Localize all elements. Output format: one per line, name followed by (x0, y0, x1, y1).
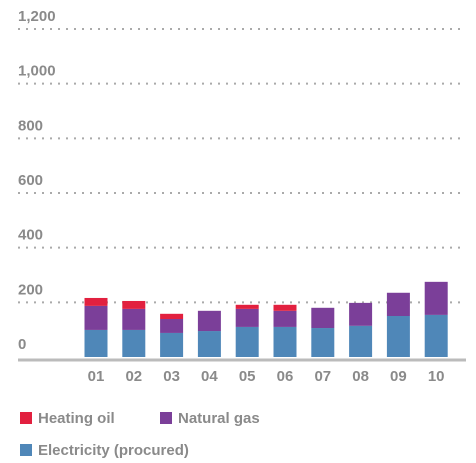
y-tick-label: 600 (18, 172, 43, 189)
x-tick-label: 09 (390, 368, 407, 385)
bar-segment (235, 304, 259, 309)
legend-label: Heating oil (38, 410, 115, 427)
bar-segment (197, 331, 221, 357)
y-tick-label: 0 (18, 336, 26, 353)
bar-segment (160, 313, 184, 320)
bar-segment (84, 305, 108, 330)
bar-segment (424, 281, 448, 315)
bar-segment (311, 328, 335, 357)
bar-segment (235, 326, 259, 357)
bar-segment (349, 302, 373, 326)
legend-swatch (160, 412, 172, 424)
bar-segment (273, 326, 297, 357)
bar-segment (122, 308, 146, 330)
x-tick-label: 03 (163, 368, 180, 385)
y-tick-label: 800 (18, 117, 43, 134)
y-tick-label: 1,200 (18, 8, 56, 25)
x-tick-label: 06 (277, 368, 294, 385)
bar-segment (122, 329, 146, 357)
bar-segment (386, 316, 410, 357)
bar-segment (84, 329, 108, 357)
bar-segment (160, 332, 184, 357)
bar-segment (273, 304, 297, 311)
x-tick-label: 01 (88, 368, 105, 385)
bar-segment (424, 314, 448, 357)
bar-segment (273, 310, 297, 327)
x-tick-label: 04 (201, 368, 218, 385)
bar-segment (84, 297, 108, 306)
legend-label: Natural gas (178, 410, 260, 427)
x-tick-label: 02 (125, 368, 142, 385)
x-tick-label: 07 (314, 368, 331, 385)
bar-segment (122, 300, 146, 309)
bar-segment (235, 308, 259, 327)
legend-swatch (20, 412, 32, 424)
bar-segment (311, 307, 335, 329)
bar-segment (386, 292, 410, 316)
x-tick-label: 08 (352, 368, 369, 385)
y-tick-label: 400 (18, 227, 43, 244)
x-tick-label: 10 (428, 368, 445, 385)
x-tick-label: 05 (239, 368, 256, 385)
bar-segment (197, 310, 221, 332)
bar-segment (349, 325, 373, 357)
bar-segment (160, 319, 184, 333)
legend-label: Electricity (procured) (38, 442, 189, 458)
legend-swatch (20, 444, 32, 456)
y-tick-label: 200 (18, 281, 43, 298)
y-tick-label: 1,000 (18, 63, 56, 80)
